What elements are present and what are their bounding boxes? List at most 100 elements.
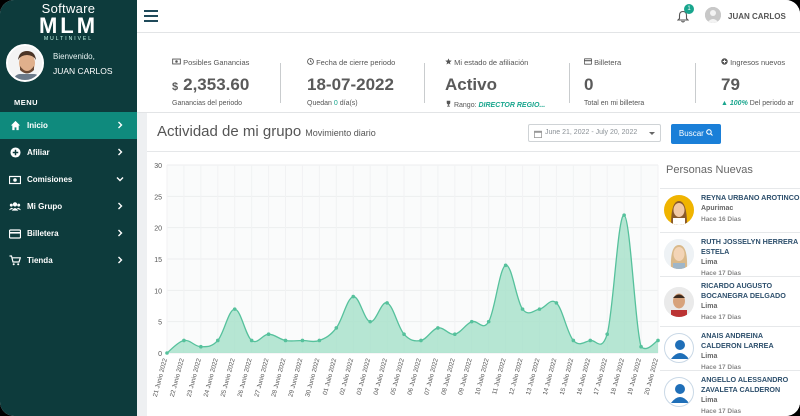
data-point xyxy=(571,338,576,343)
data-point xyxy=(639,344,643,349)
calendar-icon xyxy=(534,129,542,138)
y-tick-label: 0 xyxy=(158,351,162,358)
y-tick-label: 25 xyxy=(154,194,162,201)
sidebar-item-mi-grupo[interactable]: Mi Grupo xyxy=(0,193,137,220)
list-item[interactable]: ANGELLO ALESSANDRO ZAVALETA CALDERON Lima… xyxy=(660,370,800,416)
sidebar-item-label: Billetera xyxy=(27,229,59,238)
person-name: ANAIS ANDREINA CALDERON LARREA xyxy=(701,331,774,350)
person-avatar xyxy=(664,195,694,225)
stat-ingresos: Ingresos nuevos 79 ▲ 100% Del periodo ar xyxy=(721,33,800,113)
person-city: Lima xyxy=(701,259,718,266)
y-tick-label: 20 xyxy=(154,226,162,233)
stat-cierre: Fecha de cierre periodo 18-07-2022 Queda… xyxy=(307,33,427,113)
person-time: Hace 17 Dias xyxy=(701,314,742,321)
date-range-picker[interactable]: June 21, 2022 - July 20, 2022 xyxy=(528,124,661,142)
x-tick-label: 27 Junio 2022 xyxy=(254,357,271,398)
x-tick-label: 17 Julio 2022 xyxy=(593,357,610,395)
chevron-right-icon xyxy=(115,120,125,130)
person-time: Hace 17 Dias xyxy=(701,364,742,371)
topbar-avatar[interactable] xyxy=(705,7,721,23)
stat-sub: Total en mi billetera xyxy=(584,100,645,107)
user-avatar xyxy=(6,44,44,82)
dias-count: 0 xyxy=(333,100,338,107)
stat-sub: día(s) xyxy=(339,100,358,107)
sidebar-item-tienda[interactable]: Tienda xyxy=(0,247,137,274)
topbar-username[interactable]: JUAN CARLOS xyxy=(728,12,786,21)
list-item[interactable]: RICARDO AUGUSTO BOCANEGRA DELGADO Lima Hac… xyxy=(660,276,800,328)
data-point xyxy=(503,263,508,268)
person-city: Lima xyxy=(701,353,718,360)
x-tick-label: 06 Julio 2022 xyxy=(406,357,423,395)
profile-name: JUAN CARLOS xyxy=(53,66,113,76)
sidebar-item-inicio[interactable]: Inicio xyxy=(0,112,137,139)
hamburger-menu-icon[interactable] xyxy=(144,9,160,23)
chevron-right-icon xyxy=(115,201,125,211)
cart-icon xyxy=(9,255,21,267)
sidebar-item-comisiones[interactable]: Comisiones xyxy=(0,166,137,193)
data-point xyxy=(317,338,322,343)
welcome-text: Bienvenido, xyxy=(53,52,95,61)
x-tick-label: 21 Junio 2022 xyxy=(152,357,169,398)
menu-title: MENU xyxy=(14,98,39,107)
person-time: Hace 17 Dias xyxy=(701,270,742,277)
x-tick-label: 22 Junio 2022 xyxy=(169,357,186,398)
activity-subtitle: Movimiento diario xyxy=(305,128,376,138)
stat-label: Mi estado de afiliación xyxy=(454,58,529,67)
stat-billetera: Billetera 0 Total en mi billetera xyxy=(583,33,689,113)
person-avatar xyxy=(664,239,694,269)
search-icon xyxy=(706,129,713,138)
estado-value: Activo xyxy=(445,75,497,94)
x-tick-label: 10 Julio 2022 xyxy=(474,357,491,395)
chevron-right-icon xyxy=(115,255,125,265)
sidebar-item-billetera[interactable]: Billetera xyxy=(0,220,137,247)
search-button[interactable]: Buscar xyxy=(671,124,721,144)
cierre-value: 18-07-2022 xyxy=(307,75,394,94)
sidebar-profile: Bienvenido, JUAN CARLOS xyxy=(6,44,136,88)
list-item[interactable]: REYNA URBANO AROTINCO Apurimac Hace 16 Dia… xyxy=(660,188,800,232)
data-point xyxy=(300,338,305,343)
x-tick-label: 07 Julio 2022 xyxy=(423,357,440,395)
data-point xyxy=(520,307,525,311)
x-tick-label: 09 Julio 2022 xyxy=(457,357,474,395)
activity-chart: 0 5 10 15 20 25 30 21 Junio 2022 22 Junio 2022 23… xyxy=(152,163,660,398)
y-tick-label: 30 xyxy=(154,163,162,170)
data-point xyxy=(402,332,406,336)
money-icon xyxy=(172,58,181,67)
data-point xyxy=(554,301,559,305)
data-point xyxy=(199,344,203,349)
x-tick-label: 02 Julio 2022 xyxy=(339,357,356,395)
clock-icon xyxy=(307,58,314,67)
person-name: RICARDO AUGUSTO BOCANEGRA DELGADO xyxy=(701,281,786,300)
stat-ganancias: Posibles Ganancias $2,353.60 Ganancias d… xyxy=(172,33,282,113)
plus-circle-icon xyxy=(9,147,21,159)
data-point xyxy=(537,307,542,311)
data-point xyxy=(656,338,660,343)
list-item[interactable]: ANAIS ANDREINA CALDERON LARREA Lima Hace 1… xyxy=(660,326,800,371)
data-point xyxy=(182,338,186,343)
data-point xyxy=(622,213,626,217)
brand-line1: Software xyxy=(41,1,96,16)
person-city: Lima xyxy=(701,303,718,310)
person-time: Hace 17 Dias xyxy=(701,408,742,415)
sidebar-item-afiliar[interactable]: Afiliar xyxy=(0,139,137,166)
date-range-text: June 21, 2022 - July 20, 2022 xyxy=(545,129,638,136)
data-point xyxy=(232,307,237,311)
divider xyxy=(569,63,570,103)
x-tick-label: 24 Junio 2022 xyxy=(203,357,220,398)
list-item[interactable]: RUTH JOSSELYN HERRERA ESTELA Lima Hace 17 … xyxy=(660,232,800,277)
stat-estado: Mi estado de afiliación Activo Rango: DI… xyxy=(445,33,570,113)
stat-sub: Ganancias del periodo xyxy=(172,100,243,107)
person-city: Lima xyxy=(701,397,718,404)
home-icon xyxy=(9,120,21,132)
x-tick-label: 03 Julio 2022 xyxy=(356,357,373,395)
person-name: ANGELLO ALESSANDRO ZAVALETA CALDERON xyxy=(701,375,789,394)
money-icon xyxy=(9,174,21,186)
card-icon xyxy=(9,228,21,240)
data-point xyxy=(351,294,356,299)
brand-logo[interactable]: Software MLM MULTINIVEL xyxy=(0,1,137,43)
data-point xyxy=(605,332,610,336)
x-tick-label: 04 Julio 2022 xyxy=(373,357,390,395)
brand-line3: MULTINIVEL xyxy=(43,36,94,42)
caret-down-icon xyxy=(649,132,655,135)
